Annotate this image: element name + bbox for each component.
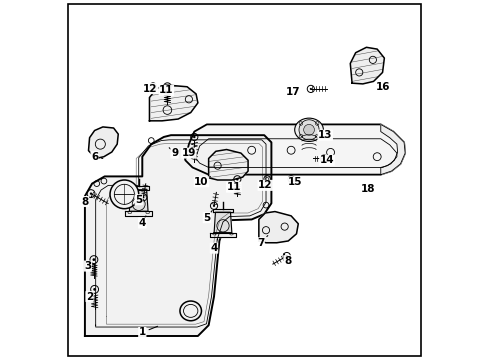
Polygon shape [258, 212, 298, 243]
Text: 10: 10 [194, 176, 210, 187]
Polygon shape [349, 47, 384, 84]
Text: 8: 8 [81, 196, 92, 207]
Circle shape [286, 146, 294, 154]
Polygon shape [208, 149, 247, 180]
Ellipse shape [180, 301, 201, 321]
Circle shape [298, 120, 319, 140]
Polygon shape [125, 211, 152, 216]
Text: 14: 14 [319, 155, 334, 165]
Circle shape [372, 153, 380, 161]
Text: 15: 15 [287, 177, 301, 187]
Polygon shape [185, 125, 405, 175]
Circle shape [303, 125, 314, 135]
Text: 6: 6 [91, 152, 102, 162]
Polygon shape [149, 85, 198, 121]
Circle shape [285, 255, 287, 257]
Ellipse shape [183, 305, 198, 318]
Circle shape [110, 180, 139, 209]
Circle shape [236, 178, 238, 180]
Polygon shape [380, 125, 405, 175]
Circle shape [309, 88, 311, 90]
Text: 7: 7 [256, 235, 267, 248]
Text: 4: 4 [138, 216, 146, 228]
Polygon shape [88, 127, 118, 158]
Circle shape [326, 148, 334, 156]
Text: 5: 5 [135, 195, 142, 205]
Text: 4: 4 [210, 239, 217, 253]
Circle shape [193, 136, 195, 138]
Text: 12: 12 [143, 84, 158, 94]
Polygon shape [128, 186, 149, 190]
Polygon shape [213, 209, 232, 212]
Circle shape [90, 193, 92, 195]
Text: 11: 11 [226, 182, 241, 192]
Polygon shape [214, 212, 231, 233]
Text: 3: 3 [84, 261, 94, 271]
Text: 2: 2 [86, 289, 96, 302]
Circle shape [247, 146, 255, 154]
Polygon shape [129, 190, 148, 211]
Text: 1: 1 [139, 326, 157, 337]
Text: 8: 8 [284, 253, 290, 266]
Polygon shape [85, 135, 271, 336]
Polygon shape [210, 233, 235, 237]
Text: 13: 13 [317, 130, 332, 140]
Circle shape [142, 196, 144, 198]
Text: 11: 11 [159, 85, 173, 95]
Text: 19: 19 [182, 148, 196, 158]
Text: 16: 16 [375, 82, 389, 92]
Circle shape [114, 184, 134, 204]
Ellipse shape [294, 118, 323, 141]
Circle shape [212, 205, 215, 207]
Text: 17: 17 [285, 87, 300, 97]
Circle shape [323, 157, 325, 159]
Text: 18: 18 [360, 184, 375, 194]
Circle shape [93, 288, 96, 291]
Text: 5: 5 [203, 211, 212, 222]
Text: 12: 12 [258, 180, 272, 190]
Circle shape [92, 258, 95, 261]
Text: 9: 9 [169, 148, 178, 158]
Circle shape [166, 85, 168, 88]
